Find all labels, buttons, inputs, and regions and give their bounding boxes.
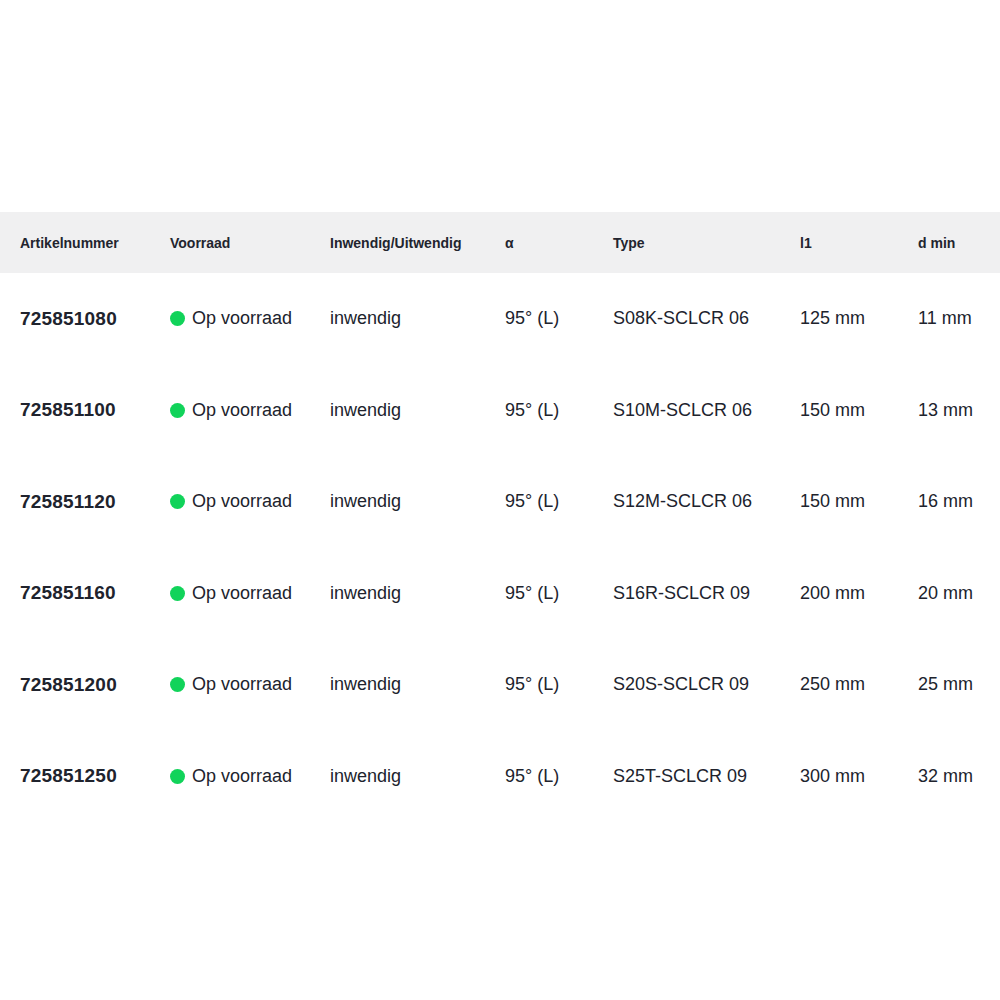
cell-d-min: 16 mm <box>918 491 1000 512</box>
column-header-voorraad: Voorraad <box>170 235 330 251</box>
cell-type: S12M-SCLCR 06 <box>613 491 800 512</box>
cell-d-min: 13 mm <box>918 400 1000 421</box>
cell-l1: 200 mm <box>800 583 918 604</box>
cell-inwendig-uitwendig: inwendig <box>330 766 505 787</box>
cell-voorraad: Op voorraad <box>170 583 330 604</box>
cell-alpha: 95° (L) <box>505 674 613 695</box>
stock-status-label: Op voorraad <box>192 583 292 604</box>
cell-voorraad: Op voorraad <box>170 308 330 329</box>
table-row[interactable]: 725851200 Op voorraad inwendig 95° (L) S… <box>0 639 1000 731</box>
in-stock-dot-icon <box>170 311 185 326</box>
column-header-artikelnummer: Artikelnummer <box>20 235 170 251</box>
in-stock-dot-icon <box>170 403 185 418</box>
cell-d-min: 20 mm <box>918 583 1000 604</box>
cell-alpha: 95° (L) <box>505 766 613 787</box>
stock-status-label: Op voorraad <box>192 308 292 329</box>
cell-alpha: 95° (L) <box>505 400 613 421</box>
cell-d-min: 32 mm <box>918 766 1000 787</box>
cell-artikelnummer: 725851200 <box>20 674 170 696</box>
table-row[interactable]: 725851250 Op voorraad inwendig 95° (L) S… <box>0 731 1000 823</box>
cell-artikelnummer: 725851250 <box>20 765 170 787</box>
in-stock-dot-icon <box>170 586 185 601</box>
column-header-l1: l1 <box>800 235 918 251</box>
cell-inwendig-uitwendig: inwendig <box>330 400 505 421</box>
table-row[interactable]: 725851160 Op voorraad inwendig 95° (L) S… <box>0 548 1000 640</box>
cell-artikelnummer: 725851080 <box>20 308 170 330</box>
cell-voorraad: Op voorraad <box>170 766 330 787</box>
stock-status-label: Op voorraad <box>192 766 292 787</box>
cell-type: S08K-SCLCR 06 <box>613 308 800 329</box>
cell-inwendig-uitwendig: inwendig <box>330 583 505 604</box>
table-row[interactable]: 725851120 Op voorraad inwendig 95° (L) S… <box>0 456 1000 548</box>
cell-l1: 250 mm <box>800 674 918 695</box>
cell-alpha: 95° (L) <box>505 308 613 329</box>
cell-voorraad: Op voorraad <box>170 674 330 695</box>
cell-l1: 125 mm <box>800 308 918 329</box>
cell-artikelnummer: 725851120 <box>20 491 170 513</box>
cell-l1: 300 mm <box>800 766 918 787</box>
in-stock-dot-icon <box>170 769 185 784</box>
cell-alpha: 95° (L) <box>505 583 613 604</box>
cell-inwendig-uitwendig: inwendig <box>330 674 505 695</box>
cell-artikelnummer: 725851160 <box>20 582 170 604</box>
cell-inwendig-uitwendig: inwendig <box>330 308 505 329</box>
in-stock-dot-icon <box>170 677 185 692</box>
in-stock-dot-icon <box>170 494 185 509</box>
cell-l1: 150 mm <box>800 491 918 512</box>
cell-voorraad: Op voorraad <box>170 400 330 421</box>
cell-voorraad: Op voorraad <box>170 491 330 512</box>
stock-status-label: Op voorraad <box>192 674 292 695</box>
cell-d-min: 11 mm <box>918 308 1000 329</box>
column-header-alpha: α <box>505 235 613 251</box>
stock-status-label: Op voorraad <box>192 400 292 421</box>
cell-d-min: 25 mm <box>918 674 1000 695</box>
cell-type: S10M-SCLCR 06 <box>613 400 800 421</box>
product-table: Artikelnummer Voorraad Inwendig/Uitwendi… <box>0 212 1000 822</box>
table-row[interactable]: 725851100 Op voorraad inwendig 95° (L) S… <box>0 365 1000 457</box>
column-header-type: Type <box>613 235 800 251</box>
column-header-inwendig-uitwendig: Inwendig/Uitwendig <box>330 235 505 251</box>
cell-type: S16R-SCLCR 09 <box>613 583 800 604</box>
cell-type: S25T-SCLCR 09 <box>613 766 800 787</box>
cell-alpha: 95° (L) <box>505 491 613 512</box>
cell-type: S20S-SCLCR 09 <box>613 674 800 695</box>
table-header-row: Artikelnummer Voorraad Inwendig/Uitwendi… <box>0 212 1000 273</box>
cell-inwendig-uitwendig: inwendig <box>330 491 505 512</box>
cell-artikelnummer: 725851100 <box>20 399 170 421</box>
cell-l1: 150 mm <box>800 400 918 421</box>
table-row[interactable]: 725851080 Op voorraad inwendig 95° (L) S… <box>0 273 1000 365</box>
column-header-d-min: d min <box>918 235 1000 251</box>
stock-status-label: Op voorraad <box>192 491 292 512</box>
